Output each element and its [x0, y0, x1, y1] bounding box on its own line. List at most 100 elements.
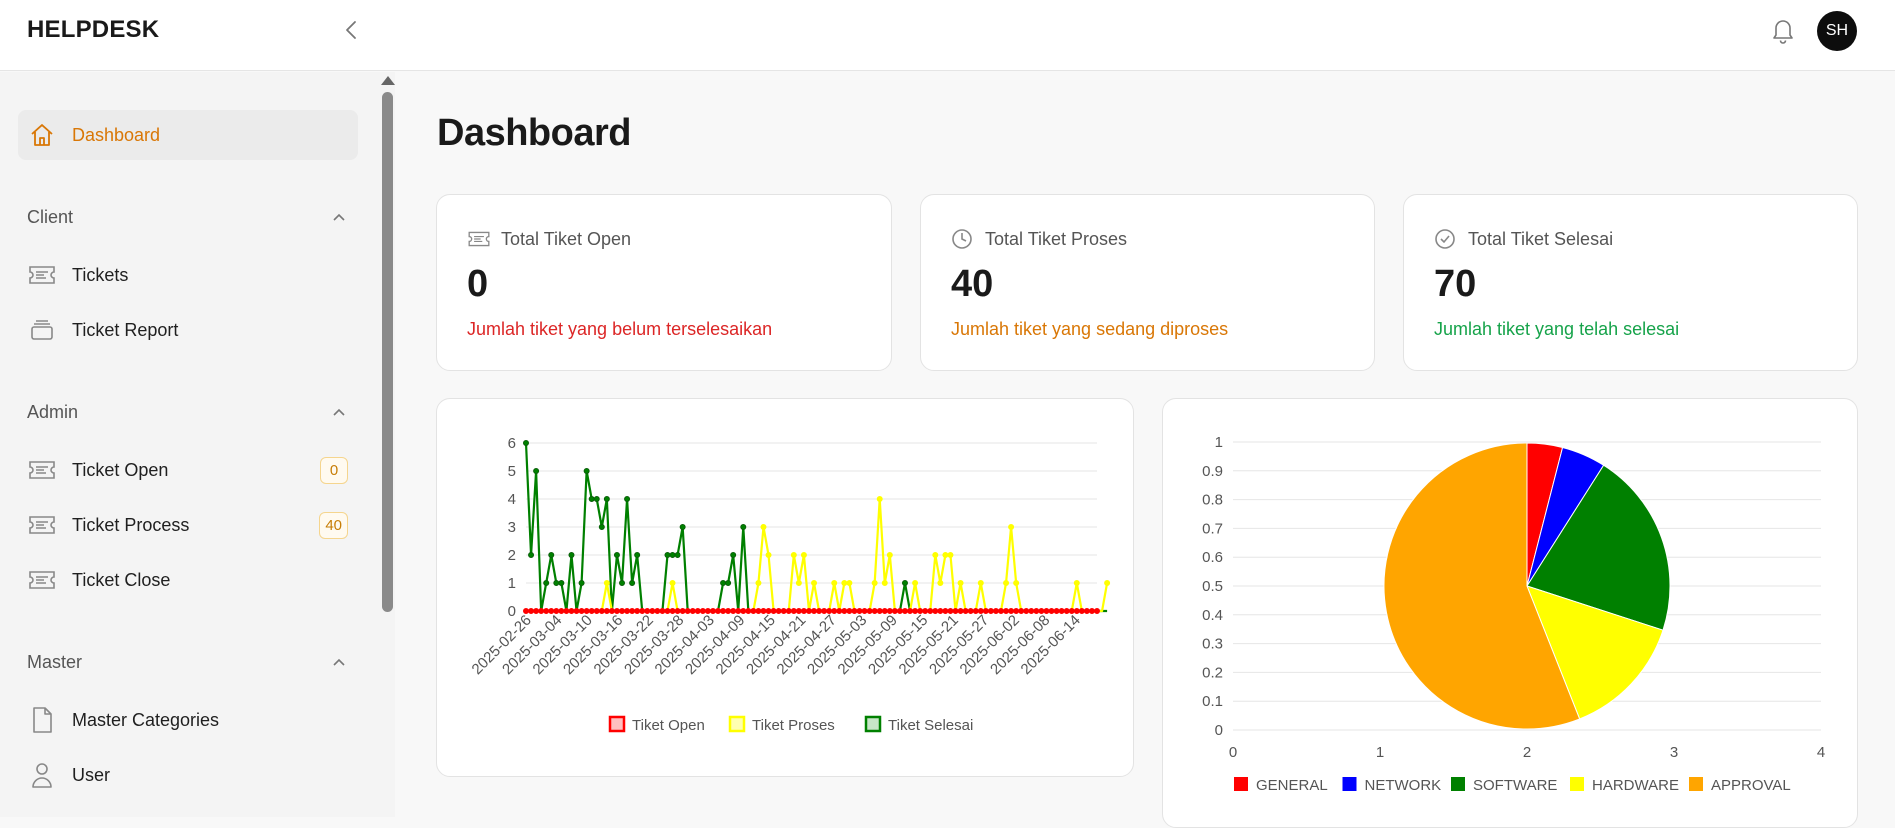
y-tick-label: 0: [1215, 722, 1223, 739]
sidebar-item-ticket-report[interactable]: Ticket Report: [18, 305, 358, 355]
data-point: [957, 607, 964, 614]
home-icon: [28, 121, 56, 149]
data-point: [917, 607, 924, 614]
sidebar-item-dashboard[interactable]: Dashboard: [18, 110, 358, 160]
data-point: [654, 607, 661, 614]
sidebar-item-label: Ticket Report: [72, 319, 179, 340]
stat-label: Total Tiket Open: [467, 227, 631, 251]
sidebar-item-ticket-process[interactable]: Ticket Process 40: [18, 500, 358, 550]
data-point: [947, 551, 954, 558]
data-point: [775, 607, 782, 614]
data-point: [1003, 579, 1010, 586]
user-avatar[interactable]: SH: [1817, 11, 1857, 51]
sidebar-item-ticket-open[interactable]: Ticket Open 0: [18, 445, 358, 495]
section-title: Admin: [27, 402, 79, 422]
section-admin-toggle[interactable]: Admin: [27, 402, 347, 423]
legend-label: Tiket Proses: [752, 717, 835, 734]
data-point: [816, 607, 823, 614]
top-bar: HELPDESK SH: [0, 0, 1895, 71]
data-point: [886, 607, 893, 614]
data-point: [856, 607, 863, 614]
line-chart: 01234562025-02-262025-03-042025-03-10202…: [469, 435, 1111, 734]
notifications-button[interactable]: [1770, 16, 1796, 44]
data-point: [886, 551, 893, 558]
data-point: [593, 496, 600, 503]
sidebar-item-label: Ticket Close: [72, 569, 171, 590]
data-point: [578, 579, 585, 586]
stat-value: 70: [1434, 263, 1477, 305]
stat-description: Jumlah tiket yang belum terselesaikan: [467, 319, 773, 339]
data-point: [836, 607, 843, 614]
data-point: [750, 607, 757, 614]
section-client-toggle[interactable]: Client: [27, 207, 347, 228]
data-point: [1013, 579, 1020, 586]
data-point: [1094, 607, 1101, 614]
data-point: [1053, 607, 1060, 614]
data-point: [881, 607, 888, 614]
check-circle-icon: [1434, 227, 1458, 251]
data-point: [634, 607, 641, 614]
sidebar: Dashboard Client Tickets Ticket Report A…: [0, 72, 395, 817]
data-point: [533, 468, 540, 475]
data-point: [841, 579, 848, 586]
sidebar-item-label: Master Categories: [72, 709, 220, 730]
data-point: [967, 607, 974, 614]
data-point: [730, 607, 737, 614]
data-point: [846, 607, 853, 614]
legend-swatch: [1342, 777, 1357, 791]
clock-icon: [951, 227, 975, 251]
data-point: [543, 607, 550, 614]
chevron-up-icon: [333, 658, 345, 666]
sidebar-item-user[interactable]: User: [18, 750, 358, 800]
data-point: [740, 607, 747, 614]
data-point: [932, 551, 939, 558]
data-point: [634, 551, 641, 558]
data-point: [644, 607, 651, 614]
data-point: [1013, 607, 1020, 614]
data-point: [608, 607, 615, 614]
collapse-sidebar-button[interactable]: [340, 18, 364, 42]
data-point: [987, 607, 994, 614]
data-point: [664, 607, 671, 614]
section-master-toggle[interactable]: Master: [27, 652, 347, 673]
stat-card-done: Total Tiket Selesai 70 Jumlah tiket yang…: [1403, 194, 1858, 371]
data-point: [1003, 607, 1010, 614]
data-point: [588, 607, 595, 614]
sidebar-item-tickets[interactable]: Tickets: [18, 250, 358, 300]
y-tick-label: 6: [508, 435, 516, 452]
data-point: [694, 607, 701, 614]
data-point: [790, 607, 797, 614]
y-tick-label: 0.9: [1202, 463, 1223, 480]
legend-swatch: [608, 715, 626, 733]
scrollbar-thumb[interactable]: [382, 92, 393, 612]
scroll-up-arrow-icon[interactable]: [381, 76, 395, 85]
ticket-icon: [28, 566, 56, 594]
data-point: [901, 579, 908, 586]
y-tick-label: 0.2: [1202, 664, 1223, 681]
data-point: [952, 607, 959, 614]
y-tick-label: 0.7: [1202, 520, 1223, 537]
data-point: [699, 607, 706, 614]
data-point: [588, 496, 595, 503]
data-point: [704, 607, 711, 614]
data-point: [760, 607, 767, 614]
y-tick-label: 2: [508, 547, 516, 564]
sidebar-item-ticket-close[interactable]: Ticket Close: [18, 555, 358, 605]
data-point: [543, 579, 550, 586]
line-chart-card: 0 1 2 3 4 5 6 2025-02-26 2025-03-04 2025-03-10 202…: [436, 398, 1134, 777]
brand-logo[interactable]: HELPDESK: [27, 16, 160, 43]
sidebar-item-master-categories[interactable]: Master Categories: [18, 695, 358, 745]
data-point: [841, 607, 848, 614]
data-point: [725, 607, 732, 614]
data-point: [523, 440, 530, 447]
data-point: [957, 579, 964, 586]
data-point: [901, 607, 908, 614]
data-point: [755, 579, 762, 586]
ticket-icon: [28, 511, 56, 539]
data-point: [765, 607, 772, 614]
data-point: [603, 579, 610, 586]
legend-label: Tiket Selesai: [888, 717, 973, 734]
count-badge: 40: [319, 512, 348, 539]
data-point: [553, 607, 560, 614]
pie-slice-hardware: [1526, 585, 1664, 720]
